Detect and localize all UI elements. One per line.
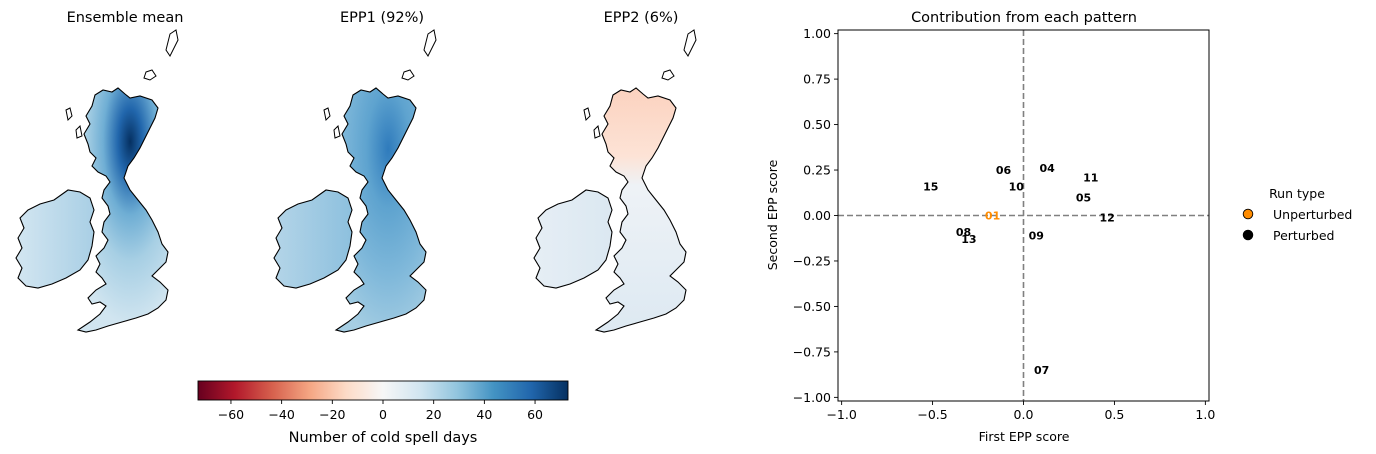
legend-label: Perturbed: [1273, 228, 1334, 243]
x-tick-label: 1.0: [1195, 407, 1215, 422]
colorbar-tick-label: 40: [476, 407, 492, 422]
reference-lines: [838, 30, 1209, 401]
data-points: 01 04 05 06 07 08 09 10 11 12 13 15: [923, 162, 1115, 377]
y-tick-label: −0.25: [793, 253, 831, 268]
y-tick-label: 1.00: [803, 26, 831, 41]
point-label-13: 13: [961, 233, 976, 246]
map-title: Ensemble mean: [67, 10, 184, 26]
scatter-chart: Contribution from each pattern 010405060…: [765, 10, 1215, 444]
point-label-06: 06: [996, 164, 1012, 177]
colorbar: −60 −40 −20 0 20 40 60 Number of cold spell da…: [197, 380, 569, 446]
point-label-08: 08: [956, 226, 971, 239]
y-tick-label: −1.00: [793, 390, 831, 405]
x-tick-label: −1.0: [826, 407, 856, 422]
map-title: EPP2 (6%): [604, 10, 679, 26]
colorbar-tick-label: 60: [527, 407, 543, 422]
x-axis-ticks: −1.0 −0.5 0.0 0.5 1.0: [826, 401, 1215, 422]
uk-map: [15, 29, 179, 333]
colorbar-gradient: [197, 380, 569, 401]
point-label-10: 10: [1009, 180, 1025, 193]
legend-item-perturbed: Perturbed: [1242, 228, 1334, 243]
colorbar-ticks: −60 −40 −20 0 20 40 60: [218, 400, 543, 422]
legend-title: Run type: [1269, 186, 1325, 201]
legend-marker: [1242, 229, 1254, 241]
x-tick-label: 0.0: [1014, 407, 1034, 422]
chart-title: Contribution from each pattern: [911, 10, 1137, 26]
map-title: EPP1 (92%): [340, 10, 424, 26]
x-tick-label: −0.5: [917, 407, 947, 422]
legend: Run type Unperturbed Perturbed: [1242, 186, 1352, 243]
y-axis-ticks: 1.00 0.75 0.50 0.25 0.00 −0.25 −0.50 −0.75 −1.00: [793, 26, 838, 405]
point-label-11: 11: [1083, 171, 1098, 184]
colorbar-tick-label: 0: [379, 407, 387, 422]
colorbar-tick-label: 20: [426, 407, 442, 422]
colorbar-label: Number of cold spell days: [289, 430, 478, 446]
y-tick-label: 0.25: [803, 163, 831, 178]
colorbar-tick-label: −20: [319, 407, 345, 422]
point-label-07: 07: [1034, 364, 1049, 377]
y-tick-label: 0.50: [803, 117, 831, 132]
colorbar-tick-label: −60: [218, 407, 244, 422]
uk-map: [533, 29, 697, 333]
y-tick-label: 0.75: [803, 72, 831, 87]
point-label-05: 05: [1076, 191, 1091, 204]
legend-marker: [1242, 208, 1254, 220]
legend-item-unperturbed: Unperturbed: [1242, 207, 1352, 222]
y-tick-label: 0.00: [803, 208, 831, 223]
point-label-04: 04: [1039, 162, 1055, 175]
y-tick-label: −0.50: [793, 299, 831, 314]
uk-map: [273, 29, 437, 333]
point-label-12: 12: [1100, 211, 1115, 224]
colorbar-tick-label: −40: [268, 407, 294, 422]
legend-label: Unperturbed: [1273, 207, 1352, 222]
point-label-15: 15: [923, 180, 938, 193]
map-panel-ensemble-mean: Ensemble mean: [15, 10, 184, 333]
x-axis-label: First EPP score: [979, 429, 1070, 444]
y-axis-label: Second EPP score: [765, 159, 780, 270]
map-panel-epp1: EPP1 (92%): [273, 10, 437, 333]
point-label-01: 01: [985, 210, 1000, 223]
y-tick-label: −0.75: [793, 344, 831, 359]
map-panel-epp2: EPP2 (6%): [533, 10, 697, 333]
x-tick-label: 0.5: [1104, 407, 1124, 422]
point-label-09: 09: [1029, 230, 1044, 243]
map-panels: Ensemble mean EPP1 (92%) EPP2 (6%): [15, 10, 697, 333]
